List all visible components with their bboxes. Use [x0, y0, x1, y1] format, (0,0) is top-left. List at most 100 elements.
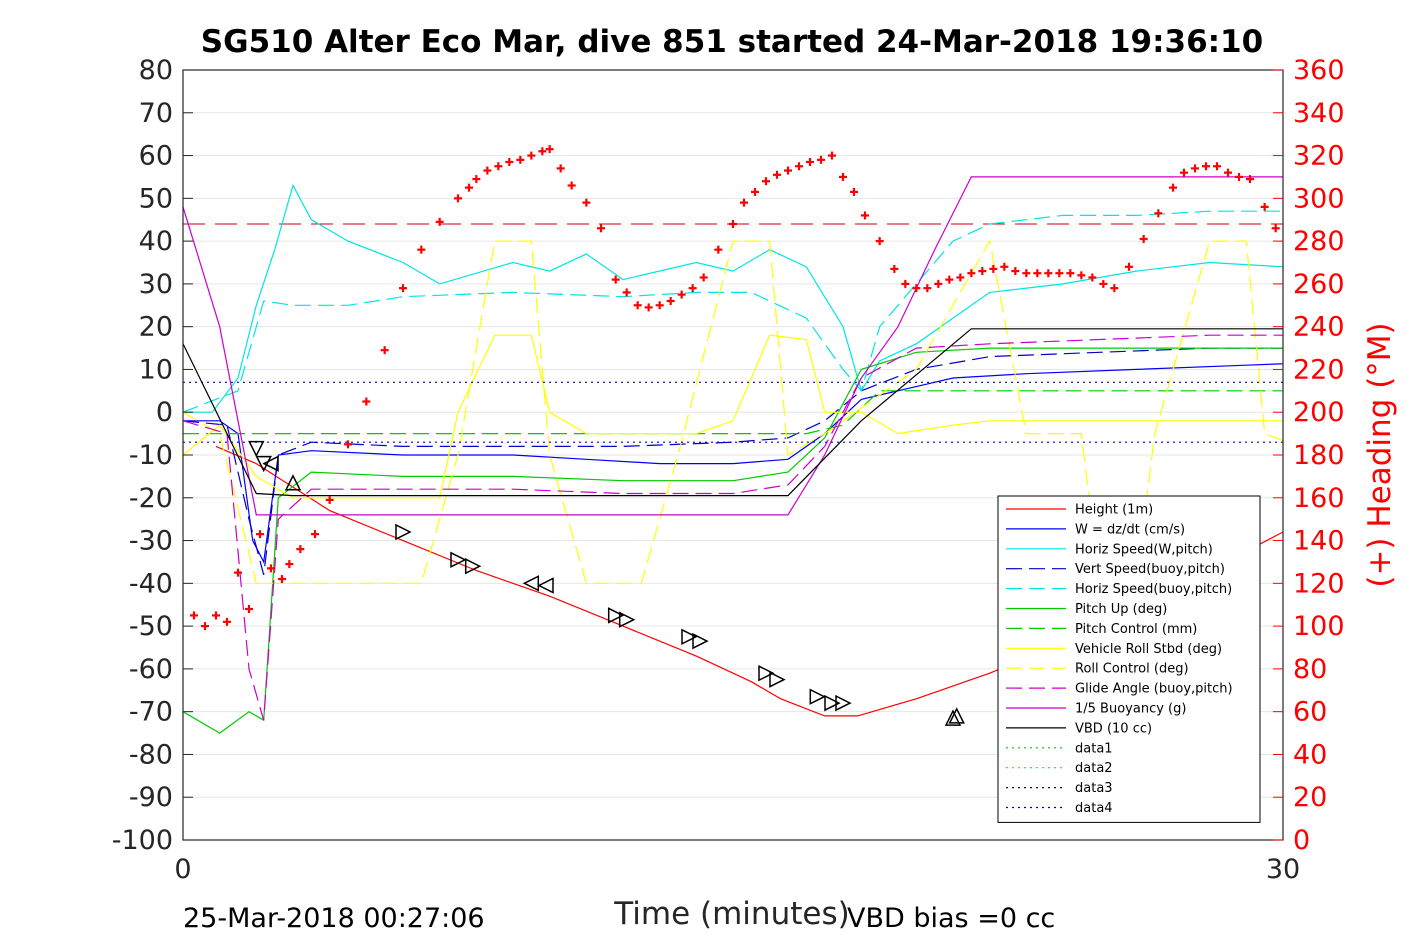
series-line-7: [183, 334, 1283, 499]
legend-entry-label: data3: [1075, 781, 1113, 796]
heading-point: [1066, 269, 1075, 278]
y-right-tick-label: 20: [1293, 782, 1327, 813]
heading-point: [567, 181, 576, 190]
y-tick-label: -10: [129, 440, 173, 471]
y-right-tick-label: 100: [1293, 611, 1345, 642]
depth-marker-triangle: [809, 688, 826, 705]
heading-point: [296, 545, 305, 554]
legend-entry-label: Roll Control (deg): [1075, 662, 1189, 677]
heading-point: [494, 162, 503, 171]
legend-entry-label: Horiz Speed(W,pitch): [1075, 542, 1213, 557]
y-right-tick-label: 60: [1293, 697, 1327, 728]
legend: Height (1m) W = dz/dt (cm/s) Horiz Speed(W…: [997, 495, 1261, 823]
x-axis: 0 30: [174, 830, 1300, 885]
heading-point: [1271, 224, 1280, 233]
legend-entry-label: data1: [1075, 741, 1113, 756]
legend-entry-label: Pitch Up (deg): [1075, 602, 1167, 617]
legend-entry-label: VBD (10 cc): [1075, 721, 1152, 736]
depth-marker-triangle: [681, 628, 698, 646]
heading-point: [344, 440, 352, 449]
heading-point: [688, 284, 697, 293]
series-line-8: [183, 239, 1283, 584]
heading-point: [912, 284, 921, 293]
y-tick-label: -20: [129, 483, 173, 514]
y-right-tick-label: 340: [1293, 98, 1345, 129]
y-right-tick-label: 320: [1293, 141, 1345, 172]
y-tick-label: 60: [139, 141, 173, 172]
heading-point: [465, 183, 473, 192]
heading-point: [1154, 209, 1163, 218]
y-tick-label: -50: [129, 611, 173, 642]
y-right-tick-label: 120: [1293, 568, 1345, 599]
series-line-9: [183, 334, 1283, 721]
heading-point: [923, 284, 932, 293]
heading-point: [901, 279, 910, 288]
y-right-tick-label: 360: [1293, 55, 1345, 86]
heading-point: [1055, 269, 1064, 278]
series-line-10: [183, 176, 1283, 516]
y-tick-label: -40: [129, 568, 173, 599]
y-right-tick-label: 220: [1293, 354, 1345, 385]
heading-point: [325, 495, 334, 504]
depth-marker-triangle: [944, 709, 962, 726]
heading-point: [538, 147, 547, 156]
series-line-2: [183, 183, 1283, 413]
plot-area: [183, 145, 1283, 734]
heading-point: [190, 611, 198, 620]
series-line-5: [183, 347, 1283, 734]
heading-point: [1213, 162, 1221, 171]
heading-point: [597, 224, 605, 233]
heading-point: [1044, 269, 1053, 278]
heading-point: [223, 617, 231, 626]
heading-point: [1077, 271, 1086, 280]
depth-marker-triangle: [262, 455, 279, 472]
y-tick-label: 50: [139, 183, 173, 214]
heading-point: [861, 211, 869, 220]
heading-point: [934, 279, 943, 288]
depth-marker-triangle: [284, 474, 302, 491]
heading-point: [285, 560, 294, 569]
heading-point: [1169, 183, 1177, 192]
heading-point: [611, 275, 620, 284]
y-tick-label: -90: [129, 782, 173, 813]
heading-point: [890, 264, 899, 273]
heading-point: [1022, 269, 1031, 278]
heading-point: [751, 187, 759, 196]
y-right-tick-label: 240: [1293, 312, 1345, 343]
heading-point: [380, 346, 389, 355]
y-axis-left: 80 70 60 50 40 30 20 10 0 -10 -20 -30 -40 -50 -60 -70 -8…: [112, 55, 193, 856]
heading-point: [644, 303, 653, 312]
depth-marker-triangle: [769, 671, 786, 688]
heading-point: [1260, 202, 1269, 211]
heading-point: [362, 397, 371, 406]
heading-point: [875, 237, 884, 246]
heading-point: [472, 175, 481, 184]
x-tick-label: 0: [174, 854, 191, 885]
x-axis-label: Time (minutes): [613, 896, 849, 932]
y-tick-label: 0: [156, 397, 173, 428]
depth-marker-triangle: [395, 523, 412, 541]
heading-point: [817, 155, 825, 164]
legend-box: [997, 495, 1261, 823]
heading-point: [234, 568, 242, 577]
depth-marker-triangle: [824, 694, 841, 712]
y-tick-label: -80: [129, 739, 173, 770]
legend-entry-label: W = dz/dt (cm/s): [1075, 522, 1185, 537]
depth-marker-triangle: [692, 632, 709, 650]
y-right-tick-label: 0: [1293, 825, 1310, 856]
y-right-tick-label: 280: [1293, 226, 1345, 257]
heading-point: [256, 530, 264, 539]
y-tick-label: 40: [139, 226, 173, 257]
heading-point: [556, 164, 565, 173]
legend-entry-label: Pitch Control (mm): [1075, 622, 1197, 637]
depth-marker-triangle: [618, 611, 636, 628]
heading-point: [1088, 273, 1097, 282]
heading-point: [527, 151, 536, 160]
y-right-tick-label: 260: [1293, 269, 1345, 300]
y-right-tick-label: 200: [1293, 397, 1345, 428]
legend-entry-label: Vehicle Roll Stbd (deg): [1075, 642, 1222, 657]
heading-point: [806, 157, 814, 166]
heading-point: [582, 198, 591, 207]
depth-marker-triangle: [522, 575, 540, 592]
series-line-3: [183, 347, 1283, 575]
